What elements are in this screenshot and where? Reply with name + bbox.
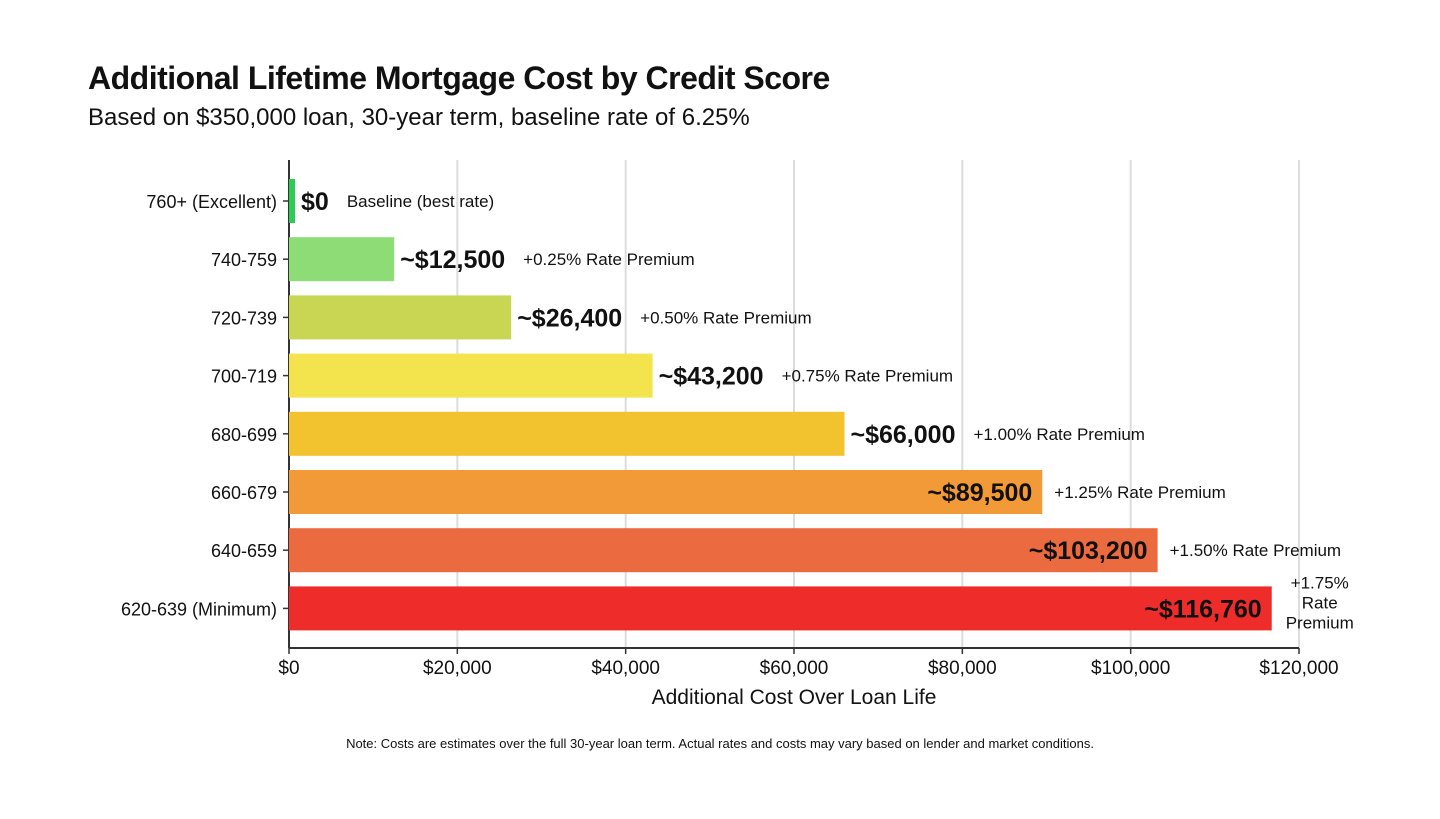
y-tick-label: 720-739 xyxy=(211,308,277,328)
value-label: ~$89,500 xyxy=(927,479,1032,507)
annotation: +1.25% Rate Premium xyxy=(1054,483,1226,502)
y-tick-label: 620-639 (Minimum) xyxy=(121,599,277,619)
value-label: ~$43,200 xyxy=(659,363,764,391)
annotation: Baseline (best rate) xyxy=(347,192,494,211)
y-tick-label: 660-679 xyxy=(211,483,277,503)
x-axis-label: Additional Cost Over Loan Life xyxy=(652,686,937,709)
y-tick-label: 740-759 xyxy=(211,250,277,270)
y-tick-label: 760+ (Excellent) xyxy=(146,192,277,212)
chart-subtitle: Based on $350,000 loan, 30-year term, ba… xyxy=(88,104,750,131)
chart-title: Additional Lifetime Mortgage Cost by Cre… xyxy=(88,60,830,96)
x-tick-label: $60,000 xyxy=(760,658,829,679)
value-label: $0 xyxy=(301,188,329,216)
footnote: Note: Costs are estimates over the full … xyxy=(346,736,1094,751)
x-tick-label: $100,000 xyxy=(1091,658,1170,679)
bar-720-739 xyxy=(289,295,512,340)
y-tick-label: 700-719 xyxy=(211,367,277,387)
annotation: +0.50% Rate Premium xyxy=(640,308,812,327)
annotation: +1.00% Rate Premium xyxy=(973,425,1145,444)
bar-680-699 xyxy=(289,411,845,456)
annotation: +1.75% Rate Premium xyxy=(1286,573,1354,632)
value-label: ~$116,760 xyxy=(1144,595,1262,623)
bar-660-679 xyxy=(289,470,1043,514)
y-tick-label: 680-699 xyxy=(211,425,277,445)
bar-740-759 xyxy=(289,237,395,282)
annotation: +0.75% Rate Premium xyxy=(782,367,954,386)
value-label: ~$103,200 xyxy=(1029,537,1148,565)
x-tick-label: $20,000 xyxy=(423,658,492,679)
value-label: ~$26,400 xyxy=(517,304,622,332)
value-label: ~$66,000 xyxy=(851,421,956,449)
bar-640-659 xyxy=(289,528,1158,573)
y-tick-label: 640-659 xyxy=(211,541,277,561)
annotation: +1.50% Rate Premium xyxy=(1170,541,1342,560)
x-tick-label: $40,000 xyxy=(591,658,660,679)
value-label: ~$12,500 xyxy=(400,246,505,274)
x-tick-label: $0 xyxy=(278,658,299,679)
bar-760plus xyxy=(289,179,295,223)
bar-700-719 xyxy=(289,353,653,398)
x-tick-label: $120,000 xyxy=(1259,658,1338,679)
bar-620-639 xyxy=(289,586,1272,631)
x-tick-label: $80,000 xyxy=(928,658,997,679)
annotation: +0.25% Rate Premium xyxy=(523,250,695,269)
